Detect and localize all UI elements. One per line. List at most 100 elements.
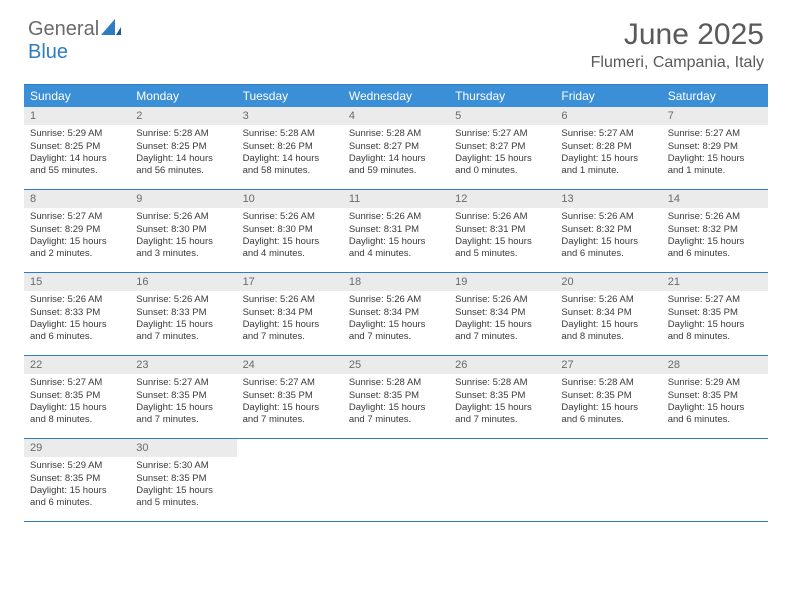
day-body: Sunrise: 5:28 AMSunset: 8:35 PMDaylight:… bbox=[555, 374, 661, 430]
day-header-wed: Wednesday bbox=[343, 85, 449, 107]
sunrise-text: Sunrise: 5:28 AM bbox=[561, 377, 655, 389]
day-cell: 7Sunrise: 5:27 AMSunset: 8:29 PMDaylight… bbox=[662, 107, 768, 189]
day-body: Sunrise: 5:29 AMSunset: 8:35 PMDaylight:… bbox=[24, 457, 130, 513]
day-body: Sunrise: 5:29 AMSunset: 8:25 PMDaylight:… bbox=[24, 125, 130, 181]
sunrise-text: Sunrise: 5:27 AM bbox=[243, 377, 337, 389]
logo: General Blue bbox=[28, 18, 121, 64]
sunrise-text: Sunrise: 5:29 AM bbox=[30, 128, 124, 140]
daylight-text: Daylight: 15 hours and 6 minutes. bbox=[561, 402, 655, 427]
day-cell: 25Sunrise: 5:28 AMSunset: 8:35 PMDayligh… bbox=[343, 356, 449, 438]
sunrise-text: Sunrise: 5:30 AM bbox=[136, 460, 230, 472]
daylight-text: Daylight: 15 hours and 8 minutes. bbox=[561, 319, 655, 344]
day-number: 11 bbox=[343, 190, 449, 208]
day-body: Sunrise: 5:26 AMSunset: 8:34 PMDaylight:… bbox=[343, 291, 449, 347]
day-cell: 29Sunrise: 5:29 AMSunset: 8:35 PMDayligh… bbox=[24, 439, 130, 521]
sunrise-text: Sunrise: 5:27 AM bbox=[30, 377, 124, 389]
sunset-text: Sunset: 8:32 PM bbox=[561, 224, 655, 236]
day-header-fri: Friday bbox=[555, 85, 661, 107]
sunrise-text: Sunrise: 5:28 AM bbox=[349, 128, 443, 140]
sunset-text: Sunset: 8:31 PM bbox=[349, 224, 443, 236]
sunset-text: Sunset: 8:34 PM bbox=[243, 307, 337, 319]
day-cell: 15Sunrise: 5:26 AMSunset: 8:33 PMDayligh… bbox=[24, 273, 130, 355]
sunrise-text: Sunrise: 5:27 AM bbox=[30, 211, 124, 223]
sunrise-text: Sunrise: 5:26 AM bbox=[243, 294, 337, 306]
daylight-text: Daylight: 15 hours and 3 minutes. bbox=[136, 236, 230, 261]
sunrise-text: Sunrise: 5:28 AM bbox=[455, 377, 549, 389]
sunset-text: Sunset: 8:33 PM bbox=[136, 307, 230, 319]
day-number: 30 bbox=[130, 439, 236, 457]
daylight-text: Daylight: 15 hours and 7 minutes. bbox=[243, 402, 337, 427]
day-header-mon: Monday bbox=[130, 85, 236, 107]
day-body: Sunrise: 5:27 AMSunset: 8:27 PMDaylight:… bbox=[449, 125, 555, 181]
sunrise-text: Sunrise: 5:26 AM bbox=[455, 211, 549, 223]
daylight-text: Daylight: 15 hours and 4 minutes. bbox=[349, 236, 443, 261]
day-body: Sunrise: 5:26 AMSunset: 8:34 PMDaylight:… bbox=[237, 291, 343, 347]
sunset-text: Sunset: 8:34 PM bbox=[349, 307, 443, 319]
day-cell: 28Sunrise: 5:29 AMSunset: 8:35 PMDayligh… bbox=[662, 356, 768, 438]
day-cell: 6Sunrise: 5:27 AMSunset: 8:28 PMDaylight… bbox=[555, 107, 661, 189]
sunrise-text: Sunrise: 5:27 AM bbox=[561, 128, 655, 140]
day-cell: 17Sunrise: 5:26 AMSunset: 8:34 PMDayligh… bbox=[237, 273, 343, 355]
day-number: 5 bbox=[449, 107, 555, 125]
month-title: June 2025 bbox=[591, 18, 764, 52]
sunrise-text: Sunrise: 5:27 AM bbox=[668, 294, 762, 306]
day-cell: 2Sunrise: 5:28 AMSunset: 8:25 PMDaylight… bbox=[130, 107, 236, 189]
day-body: Sunrise: 5:28 AMSunset: 8:35 PMDaylight:… bbox=[449, 374, 555, 430]
sunset-text: Sunset: 8:33 PM bbox=[30, 307, 124, 319]
day-body: Sunrise: 5:28 AMSunset: 8:26 PMDaylight:… bbox=[237, 125, 343, 181]
day-cell: 16Sunrise: 5:26 AMSunset: 8:33 PMDayligh… bbox=[130, 273, 236, 355]
sunrise-text: Sunrise: 5:28 AM bbox=[349, 377, 443, 389]
day-body: Sunrise: 5:27 AMSunset: 8:35 PMDaylight:… bbox=[237, 374, 343, 430]
sunset-text: Sunset: 8:28 PM bbox=[561, 141, 655, 153]
daylight-text: Daylight: 15 hours and 6 minutes. bbox=[30, 319, 124, 344]
day-header-thu: Thursday bbox=[449, 85, 555, 107]
day-cell: 20Sunrise: 5:26 AMSunset: 8:34 PMDayligh… bbox=[555, 273, 661, 355]
day-body: Sunrise: 5:27 AMSunset: 8:35 PMDaylight:… bbox=[130, 374, 236, 430]
day-cell bbox=[662, 439, 768, 521]
day-number: 23 bbox=[130, 356, 236, 374]
sunset-text: Sunset: 8:27 PM bbox=[455, 141, 549, 153]
daylight-text: Daylight: 14 hours and 59 minutes. bbox=[349, 153, 443, 178]
sunrise-text: Sunrise: 5:27 AM bbox=[668, 128, 762, 140]
day-cell: 10Sunrise: 5:26 AMSunset: 8:30 PMDayligh… bbox=[237, 190, 343, 272]
day-cell: 21Sunrise: 5:27 AMSunset: 8:35 PMDayligh… bbox=[662, 273, 768, 355]
day-number: 17 bbox=[237, 273, 343, 291]
week-row: 22Sunrise: 5:27 AMSunset: 8:35 PMDayligh… bbox=[24, 356, 768, 439]
sunrise-text: Sunrise: 5:27 AM bbox=[136, 377, 230, 389]
day-number: 1 bbox=[24, 107, 130, 125]
day-header-sun: Sunday bbox=[24, 85, 130, 107]
day-number: 8 bbox=[24, 190, 130, 208]
daylight-text: Daylight: 15 hours and 6 minutes. bbox=[561, 236, 655, 261]
sunset-text: Sunset: 8:35 PM bbox=[243, 390, 337, 402]
daylight-text: Daylight: 15 hours and 7 minutes. bbox=[136, 402, 230, 427]
daylight-text: Daylight: 14 hours and 56 minutes. bbox=[136, 153, 230, 178]
day-number: 2 bbox=[130, 107, 236, 125]
daylight-text: Daylight: 15 hours and 2 minutes. bbox=[30, 236, 124, 261]
daylight-text: Daylight: 15 hours and 8 minutes. bbox=[30, 402, 124, 427]
day-number: 19 bbox=[449, 273, 555, 291]
sunset-text: Sunset: 8:26 PM bbox=[243, 141, 337, 153]
day-number: 10 bbox=[237, 190, 343, 208]
day-cell: 14Sunrise: 5:26 AMSunset: 8:32 PMDayligh… bbox=[662, 190, 768, 272]
day-number: 14 bbox=[662, 190, 768, 208]
day-cell: 13Sunrise: 5:26 AMSunset: 8:32 PMDayligh… bbox=[555, 190, 661, 272]
sunrise-text: Sunrise: 5:28 AM bbox=[243, 128, 337, 140]
sunrise-text: Sunrise: 5:26 AM bbox=[349, 211, 443, 223]
sunset-text: Sunset: 8:32 PM bbox=[668, 224, 762, 236]
calendar: Sunday Monday Tuesday Wednesday Thursday… bbox=[24, 84, 768, 522]
day-cell: 24Sunrise: 5:27 AMSunset: 8:35 PMDayligh… bbox=[237, 356, 343, 438]
daylight-text: Daylight: 15 hours and 5 minutes. bbox=[136, 485, 230, 510]
header: General Blue June 2025 Flumeri, Campania… bbox=[0, 0, 792, 76]
week-row: 29Sunrise: 5:29 AMSunset: 8:35 PMDayligh… bbox=[24, 439, 768, 522]
day-number: 7 bbox=[662, 107, 768, 125]
daylight-text: Daylight: 15 hours and 7 minutes. bbox=[349, 402, 443, 427]
day-number: 4 bbox=[343, 107, 449, 125]
sunset-text: Sunset: 8:31 PM bbox=[455, 224, 549, 236]
daylight-text: Daylight: 15 hours and 7 minutes. bbox=[136, 319, 230, 344]
day-body: Sunrise: 5:28 AMSunset: 8:25 PMDaylight:… bbox=[130, 125, 236, 181]
daylight-text: Daylight: 15 hours and 8 minutes. bbox=[668, 319, 762, 344]
day-body: Sunrise: 5:26 AMSunset: 8:32 PMDaylight:… bbox=[662, 208, 768, 264]
sunset-text: Sunset: 8:30 PM bbox=[243, 224, 337, 236]
sunset-text: Sunset: 8:35 PM bbox=[30, 473, 124, 485]
day-cell: 18Sunrise: 5:26 AMSunset: 8:34 PMDayligh… bbox=[343, 273, 449, 355]
